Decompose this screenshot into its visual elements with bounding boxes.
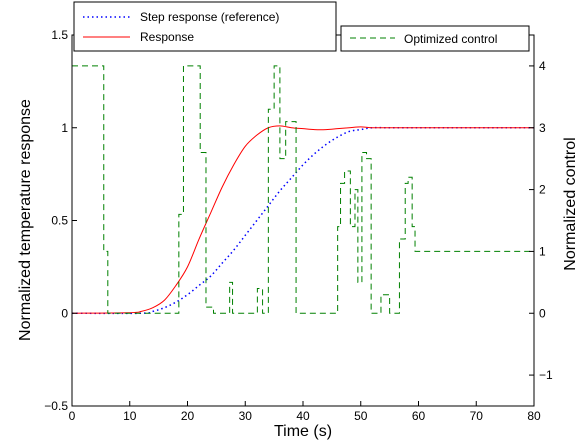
legend-right: Optimized control <box>340 25 530 52</box>
x-tick-label: 0 <box>69 409 76 423</box>
y-tick-label-right: −1 <box>539 368 553 382</box>
y-tick-label-right: 0 <box>539 306 546 320</box>
y-tick-label-left: 0 <box>61 306 68 320</box>
y-tick-label-left: 1.5 <box>51 28 68 42</box>
x-tick-label: 40 <box>296 409 310 423</box>
legend-label-response: Response <box>140 30 194 44</box>
x-tick-label: 20 <box>181 409 195 423</box>
y-axis-label-right: Normalized control <box>562 137 579 270</box>
x-tick-label: 80 <box>527 409 541 423</box>
series-layer <box>71 65 534 315</box>
x-tick-label: 70 <box>470 409 484 423</box>
legend-label-optimized-control: Optimized control <box>404 32 497 46</box>
legend-label-step-response: Step response (reference) <box>140 10 279 24</box>
y-tick-label-left: −0.5 <box>44 399 68 413</box>
x-tick-label: 10 <box>123 409 137 423</box>
series-optimized-control <box>72 65 534 314</box>
y-tick-label-right: 4 <box>539 59 546 73</box>
y-tick-label-left: 1 <box>61 121 68 135</box>
series-response <box>71 125 534 314</box>
x-axis-label: Time (s) <box>274 423 332 440</box>
x-tick-label: 30 <box>239 409 253 423</box>
y-tick-label-right: 1 <box>539 244 546 258</box>
y-tick-label-right: 2 <box>539 183 546 197</box>
y-tick-label-right: 3 <box>539 121 546 135</box>
x-tick-label: 50 <box>354 409 368 423</box>
y-tick-label-left: 0.5 <box>51 214 68 228</box>
y-axis-label-left: Normalized temperature response <box>17 99 34 341</box>
legend-left: Step response (reference) Response <box>73 1 337 52</box>
x-tick-label: 60 <box>412 409 426 423</box>
